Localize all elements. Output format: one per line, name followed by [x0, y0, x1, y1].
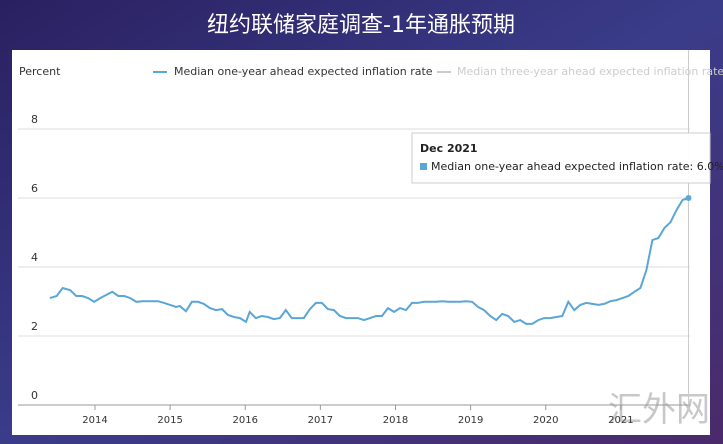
x-tick-label: 2016	[233, 415, 258, 426]
x-tick-label: 2018	[383, 415, 408, 426]
x-tick-label: 2015	[157, 415, 182, 426]
legend-label: Median three-year ahead expected inflati…	[457, 65, 723, 78]
y-tick-label: 6	[31, 182, 38, 195]
x-tick-label: 2017	[308, 415, 333, 426]
tooltip-text: Median one-year ahead expected inflation…	[431, 160, 723, 173]
x-tick-label: 2020	[533, 415, 558, 426]
watermark: 汇外网	[608, 390, 710, 430]
legend-label: Median one-year ahead expected inflation…	[174, 65, 433, 78]
x-tick-label: 2019	[458, 415, 483, 426]
chart-title: 纽约联储家庭调查-1年通胀预期	[207, 13, 515, 38]
y-tick-label: 0	[31, 389, 38, 402]
tooltip-box	[411, 132, 711, 184]
y-tick-label: 8	[31, 113, 38, 126]
tooltip-swatch	[420, 163, 427, 170]
y-tick-label: 2	[31, 320, 38, 333]
y-tick-label: 4	[31, 251, 38, 264]
x-tick-label: 2014	[82, 415, 107, 426]
chart-panel	[12, 50, 710, 435]
x-tick-label: 2021	[608, 415, 633, 426]
tooltip-date: Dec 2021	[420, 142, 478, 155]
y-axis-label: Percent	[19, 65, 61, 78]
hover-point	[685, 195, 692, 201]
line	[49, 197, 689, 325]
